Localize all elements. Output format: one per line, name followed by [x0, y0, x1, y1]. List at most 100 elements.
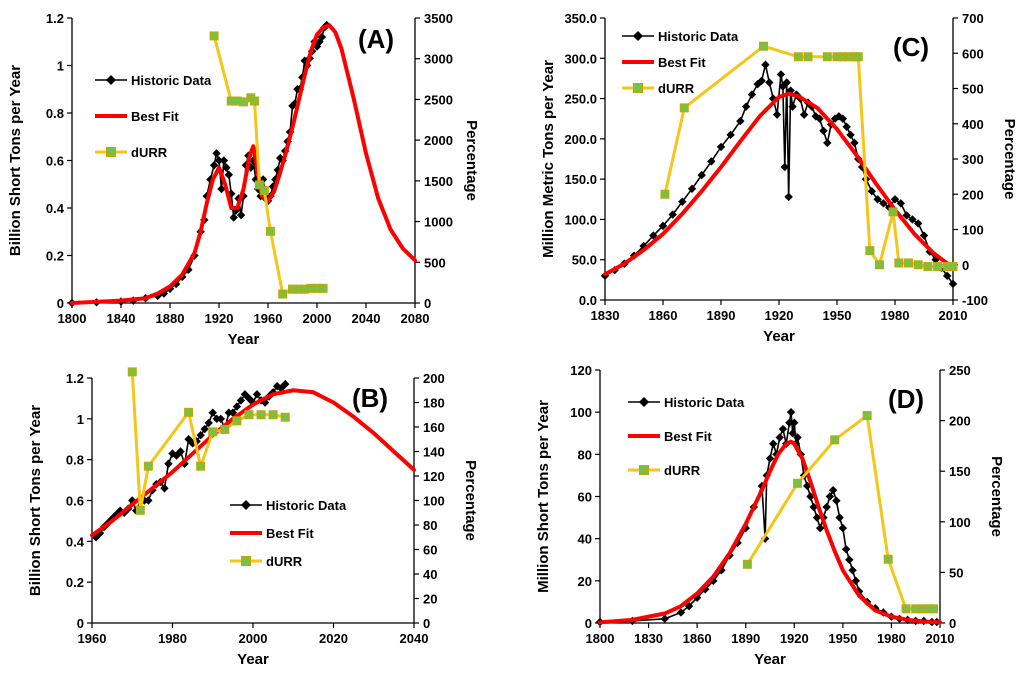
legend-entry-label: Best Fit [131, 109, 179, 124]
historic-data-point [209, 161, 219, 170]
durr-point [220, 424, 230, 434]
legend-marker-durr [106, 147, 116, 157]
y-tick-label: 300.0 [564, 51, 597, 66]
historic-data-line [71, 24, 328, 304]
historic-data-point [873, 195, 882, 204]
x-tick-label: 1950 [828, 631, 857, 646]
y2-tick-label: 0 [424, 296, 431, 311]
durr-point [742, 559, 752, 569]
historic-data-point [227, 189, 236, 198]
y-tick-label: 0 [585, 616, 592, 631]
historic-data-point [778, 82, 788, 91]
y-tick-label: 0.8 [46, 106, 64, 121]
y2-tick-label: 600 [962, 46, 984, 61]
x-tick-label: 1800 [586, 631, 615, 646]
durr-point [250, 96, 260, 106]
historic-data-point [786, 407, 796, 417]
historic-data-point [765, 78, 774, 87]
chart-panel-a: 1800 1840 1880 1920 1960 2000 2040 208000.20.40… [7, 11, 480, 348]
x-tick-label: 2080 [401, 311, 430, 326]
durr-point [196, 461, 206, 471]
legend-marker-historic [633, 31, 643, 41]
historic-data-point [919, 231, 929, 240]
durr-point [883, 554, 893, 564]
y2-tick-label: 0 [949, 616, 956, 631]
historic-data-point [885, 203, 894, 212]
durr-point [904, 258, 914, 268]
legend-entry-label: dURR [658, 81, 695, 96]
historic-data-point [217, 184, 226, 194]
durr-point [135, 505, 145, 515]
y-tick-label: 0.6 [66, 494, 84, 509]
durr-point [888, 207, 898, 217]
historic-data-point [219, 156, 229, 165]
x-tick-label: 2010 [939, 308, 968, 323]
y-axis-label: Million Short Tons per Year [535, 400, 552, 593]
historic-data-point [236, 396, 246, 405]
historic-data-point [823, 138, 832, 148]
historic-data-point [204, 418, 213, 428]
historic-data-point [184, 265, 193, 274]
historic-data-point [165, 284, 175, 293]
y-axis-label: Billion Short Tons per Year [27, 405, 44, 596]
durr-point [209, 31, 219, 41]
historic-data-point [841, 545, 851, 554]
historic-data-point [775, 433, 784, 442]
y-tick-label: 100.0 [564, 212, 597, 227]
historic-data-point [678, 197, 687, 206]
historic-data-point [747, 90, 757, 99]
durr-point [803, 52, 813, 62]
y2-tick-label: 2000 [424, 133, 453, 148]
historic-data-point [687, 184, 697, 194]
durr-point [244, 410, 254, 420]
historic-data-point [772, 110, 782, 119]
historic-data-point [707, 157, 716, 166]
chart-panel-b: 1960 1980 2000 2020 204000.20.40.60.811.2020… [27, 367, 479, 668]
y2-tick-label: 100 [962, 223, 984, 238]
legend-entry-label: Historic Data [131, 73, 212, 88]
durr-point [278, 289, 288, 299]
historic-data-point [224, 170, 233, 179]
historic-data-point [222, 163, 231, 172]
y-tick-label: 150.0 [564, 172, 597, 187]
y2-tick-label: 140 [423, 445, 445, 460]
historic-data-point [649, 231, 658, 240]
historic-data-point [784, 192, 793, 202]
x-axis-label: Year [754, 651, 786, 668]
durr-point [894, 258, 904, 268]
y2-tick-label: 500 [962, 82, 984, 97]
historic-data-point [716, 142, 726, 152]
historic-data-point [788, 102, 797, 111]
historic-data-point [822, 502, 831, 512]
historic-data-point [128, 496, 137, 505]
durr-point [208, 427, 218, 437]
x-axis-label: Year [237, 651, 269, 668]
legend-marker-historic [241, 500, 251, 510]
historic-data-point [232, 402, 242, 411]
x-tick-label: 1980 [877, 631, 906, 646]
historic-data-point [273, 165, 282, 175]
historic-data-point [761, 60, 770, 69]
legend-marker-historic [106, 75, 116, 85]
durr-point [913, 260, 923, 270]
historic-data-point [168, 449, 177, 458]
y-tick-label: 40 [578, 532, 592, 547]
y2-axis-label: Percentage [463, 120, 480, 201]
y2-axis-label: Percentage [462, 460, 479, 541]
durr-point [679, 103, 689, 113]
y2-tick-label: 150 [949, 464, 971, 479]
x-axis-label: Year [763, 328, 795, 345]
x-tick-label: 2040 [400, 631, 429, 646]
x-tick-label: 1860 [683, 631, 712, 646]
y2-tick-label: 100 [949, 515, 971, 530]
historic-data-point [726, 130, 735, 140]
y2-tick-label: 100 [423, 494, 445, 509]
x-axis-label: Year [228, 331, 260, 348]
y-tick-label: 0.4 [66, 534, 85, 549]
durr-point [280, 412, 290, 422]
historic-data-point [896, 199, 905, 208]
historic-data-point [908, 215, 917, 224]
historic-data-point [164, 459, 173, 468]
x-tick-label: 1840 [107, 311, 136, 326]
